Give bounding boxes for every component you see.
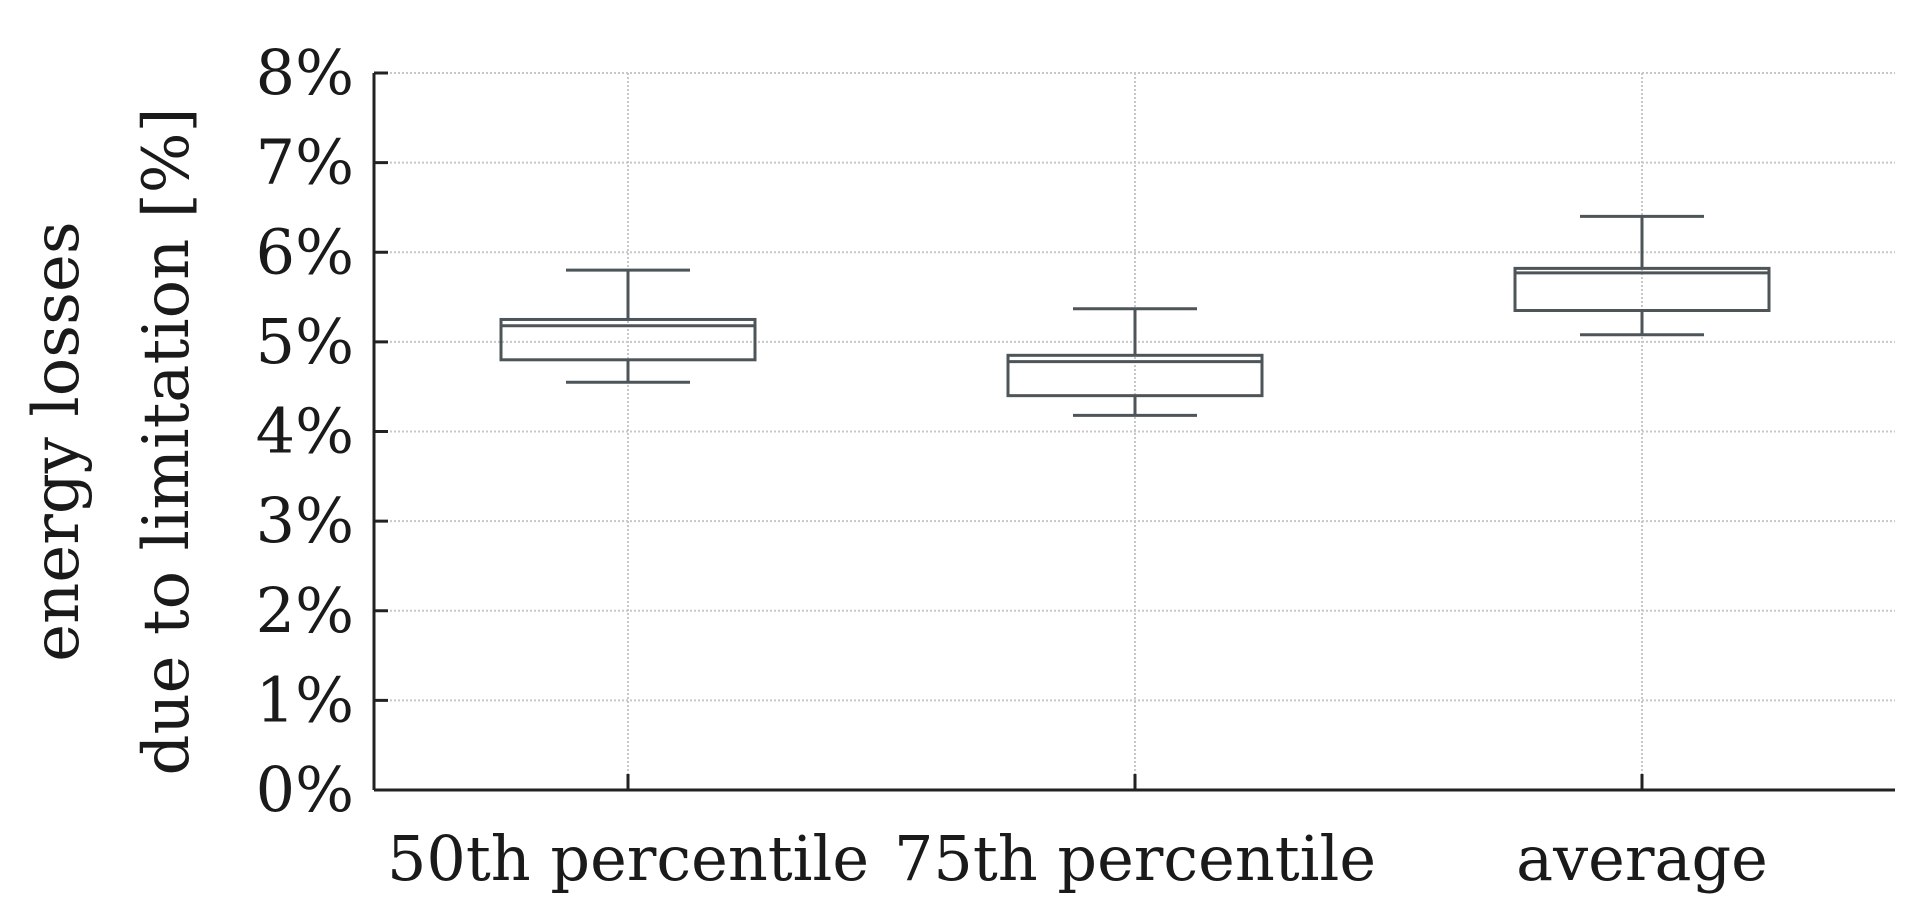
y-tick-label: 4% [256, 395, 354, 468]
box-1 [1006, 307, 1264, 417]
iqr-box [1006, 353, 1264, 398]
x-tick-label: average [1516, 822, 1768, 895]
y-tick-label: 6% [256, 215, 354, 288]
y-tick-labels: 0% 1% 2% 3% 4% 5% 6% 7% 8% [256, 36, 388, 826]
iqr-box [1513, 266, 1771, 313]
y-tick-label: 0% [256, 753, 354, 826]
y-axis-title-line: energy losses [20, 221, 94, 661]
y-tick-label: 5% [256, 305, 354, 378]
x-tick-label: 75th percentile [894, 822, 1376, 895]
x-tick-label: 50th percentile [387, 822, 869, 895]
box-2 [1513, 214, 1771, 337]
box-0 [499, 268, 757, 384]
iqr-box [499, 317, 757, 362]
grid-lines [374, 72, 1895, 790]
y-tick-label: 1% [256, 663, 354, 736]
y-tick-label: 8% [256, 36, 354, 109]
y-axis-title: energy losses due to limitation [%] [20, 108, 204, 776]
y-axis-title-line: due to limitation [%] [130, 108, 204, 776]
y-tick-label: 2% [256, 574, 354, 647]
x-tick-labels: 50th percentile 75th percentile average [387, 774, 1768, 895]
y-tick-label: 7% [256, 126, 354, 199]
y-tick-label: 3% [256, 484, 354, 557]
boxes [499, 214, 1771, 417]
